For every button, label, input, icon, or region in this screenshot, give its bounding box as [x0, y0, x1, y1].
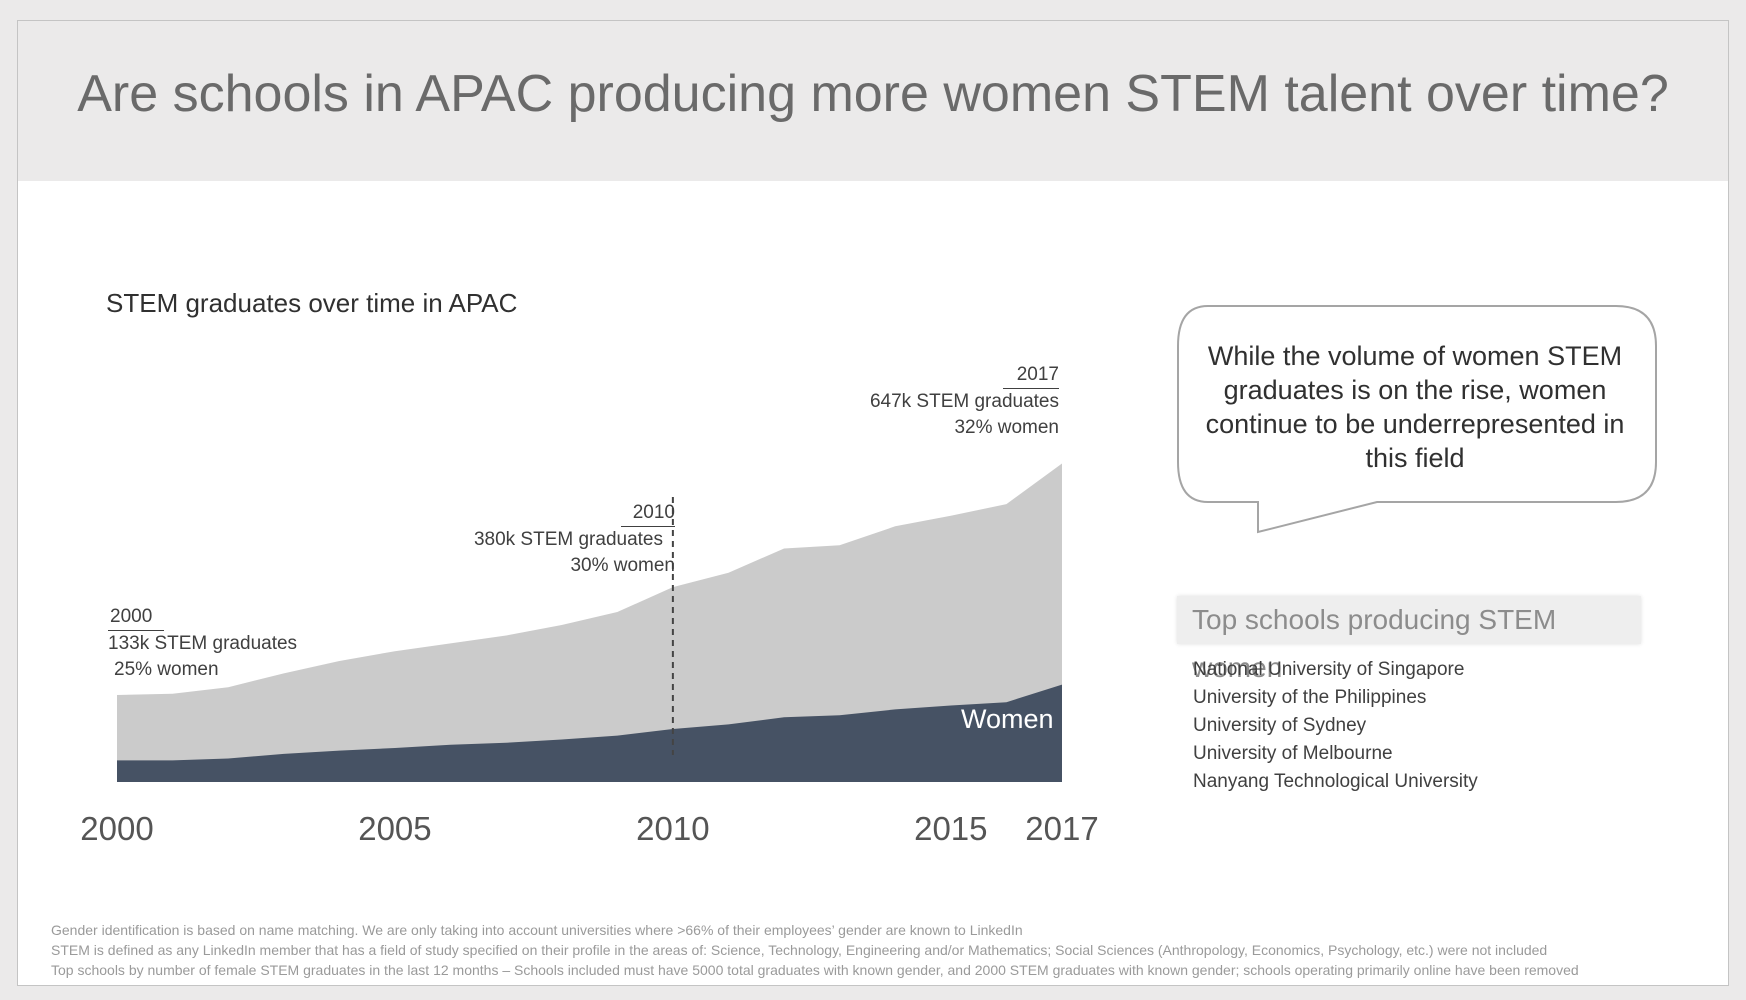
area-women-graduates: [117, 684, 1062, 782]
annotation-2000: 2000 133k STEM graduates 25% women: [108, 604, 297, 683]
annotation-year: 2010: [620, 500, 675, 527]
school-item: University of Sydney: [1193, 715, 1367, 736]
chart-title: STEM graduates over time in APAC: [106, 288, 518, 318]
school-item: University of the Philippines: [1193, 687, 1427, 708]
school-item: Nanyang Technological University: [1193, 771, 1478, 792]
x-tick-label: 2000: [80, 810, 154, 847]
x-tick-label: 2005: [358, 810, 432, 847]
footnote: Top schools by number of female STEM gra…: [51, 962, 1579, 978]
schools-list: National University of Singapore Univers…: [1193, 656, 1478, 796]
callout-text: While the volume of women STEM graduates…: [1205, 341, 1625, 473]
annotation-year: 2017: [1002, 362, 1059, 389]
footnote: Gender identification is based on name m…: [51, 922, 1023, 938]
annotation-2017: 2017 647k STEM graduates 32% women: [870, 362, 1059, 441]
school-item: National University of Singapore: [1193, 659, 1465, 680]
annotation-graduates: 647k STEM graduates: [869, 391, 1059, 412]
annotation-graduates: 133k STEM graduates: [108, 633, 298, 654]
x-tick-label: 2017: [1025, 810, 1099, 847]
area-total-graduates: [117, 463, 1062, 782]
schools-header: Top schools producing STEM women: [1177, 596, 1641, 683]
annotation-women-share: 32% women: [954, 417, 1059, 438]
annotation-women-share: 30% women: [570, 555, 675, 576]
annotation-women-share: 25% women: [114, 659, 219, 680]
school-item: University of Melbourne: [1193, 743, 1393, 764]
callout-bubble: [1177, 305, 1657, 534]
x-tick-label: 2015: [914, 810, 988, 847]
footnote: STEM is defined as any LinkedIn member t…: [51, 942, 1548, 958]
x-tick-label: 2010: [636, 810, 710, 847]
footnotes: Gender identification is based on name m…: [51, 920, 1579, 980]
series-label-women: Women: [961, 704, 1054, 734]
title-bar: Are schools in APAC producing more women…: [18, 21, 1728, 181]
page-title: Are schools in APAC producing more women…: [77, 65, 1669, 123]
annotation-2010: 2010 380k STEM graduates 30% women: [474, 500, 675, 579]
annotation-graduates: 380k STEM graduates: [473, 529, 663, 550]
annotation-year: 2000: [108, 604, 165, 631]
